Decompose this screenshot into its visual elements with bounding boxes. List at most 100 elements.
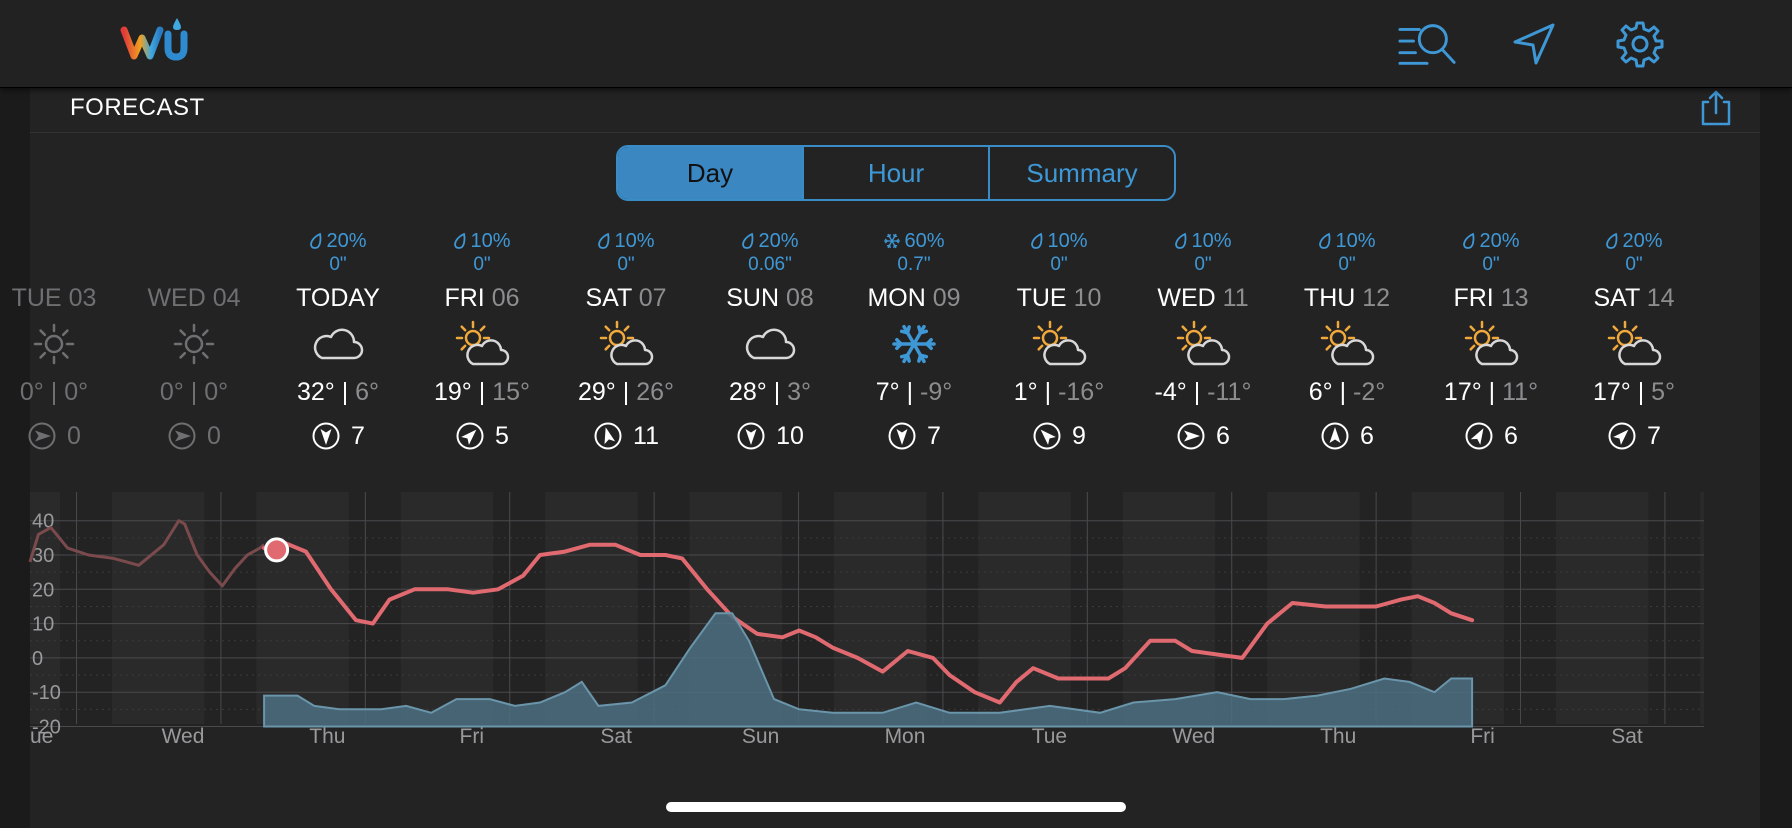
precip-chance: 10%	[1131, 228, 1275, 254]
wind-speed: 7	[266, 414, 410, 458]
day-name: WED	[147, 284, 206, 312]
tab-summary[interactable]: Summary	[1026, 157, 1138, 188]
snowflake-icon	[883, 232, 901, 250]
temp-range: 28° | 3°	[728, 378, 812, 406]
wind-speed: 6	[1419, 414, 1563, 458]
temp-low: -16°	[1058, 378, 1105, 406]
day-label: TODAY	[266, 278, 410, 318]
day-column[interactable]: 60% 0.7" MON 09 7° | -9° 7	[842, 228, 986, 458]
day-column[interactable]: 20% 0.06" SUN 08 28° | 3° 10	[698, 228, 842, 458]
temp-range: 0° | 0°	[159, 378, 229, 406]
precip-chance: 20%	[1419, 228, 1563, 254]
precip-amount	[0, 254, 126, 278]
day-label: FRI 06	[410, 278, 554, 318]
share-icon[interactable]	[1696, 88, 1736, 128]
wu-logo[interactable]	[120, 16, 192, 64]
precip-chance: 20%	[698, 228, 842, 254]
precip-amount: 0"	[617, 254, 635, 275]
wind-value: 9	[1072, 422, 1086, 450]
day-column[interactable]: TUE 03 0° | 0° 0	[0, 228, 126, 458]
location-arrow-icon[interactable]	[1504, 20, 1564, 68]
x-tick-label: ue	[30, 725, 53, 748]
wind-value: 5	[495, 422, 509, 450]
partly-cloudy-icon	[1131, 318, 1275, 370]
partly-cloudy-icon	[1275, 318, 1419, 370]
precip-chance: 10%	[554, 228, 698, 254]
x-tick-label: Tue	[1032, 725, 1067, 748]
cloud-icon	[698, 318, 842, 370]
night-band	[1215, 492, 1268, 724]
temp-high: 1°	[1013, 378, 1038, 406]
wind-speed: 0	[0, 414, 126, 458]
day-number: 03	[68, 284, 97, 312]
x-tick-label: Mon	[885, 725, 926, 748]
precip-amount: 0"	[329, 254, 347, 275]
night-band	[1504, 492, 1556, 724]
day-column[interactable]: 20% 0" FRI 13 17° | 11° 6	[1419, 228, 1563, 458]
night-band	[1648, 492, 1701, 724]
precip-amount: 0"	[1194, 254, 1212, 275]
temp-high: 19°	[433, 378, 472, 406]
wind-direction-icon	[593, 421, 623, 451]
top-bar	[0, 0, 1792, 88]
sun-dim-icon	[122, 318, 266, 370]
y-tick-label: -10	[32, 682, 61, 704]
tab-hour[interactable]: Hour	[804, 147, 990, 199]
precip-percent: 60%	[904, 229, 945, 252]
panel-header: FORECAST	[30, 88, 1760, 133]
precip-amount: 0"	[1625, 254, 1643, 275]
precip-percent: 20%	[1622, 229, 1663, 252]
day-column[interactable]: 10% 0" THU 12 6° | -2° 6	[1275, 228, 1419, 458]
day-label: TUE 03	[0, 278, 126, 318]
raindrop-icon	[741, 232, 755, 250]
day-label: SAT 07	[554, 278, 698, 318]
night-band	[1070, 492, 1123, 724]
day-column[interactable]: WED 04 0° | 0° 0	[122, 228, 266, 458]
wind-value: 0	[207, 422, 221, 450]
precip-amount: 0"	[1482, 254, 1500, 275]
day-name: TODAY	[296, 284, 380, 312]
wind-direction-icon	[311, 421, 341, 451]
day-column[interactable]: 10% 0" WED 11 -4° | -11° 6	[1131, 228, 1275, 458]
day-column[interactable]: 10% 0" SAT 07 29° | 26° 11	[554, 228, 698, 458]
raindrop-icon	[453, 232, 467, 250]
wind-direction-icon	[1607, 421, 1637, 451]
temp-low: -2°	[1353, 378, 1386, 406]
snowflake-icon	[842, 318, 986, 370]
gear-icon[interactable]	[1610, 20, 1670, 68]
day-column[interactable]: 10% 0" TUE 10 1° | -16° 9	[987, 228, 1131, 458]
precip-chance: 20%	[1562, 228, 1706, 254]
precip-chance	[0, 228, 126, 254]
precip-percent: 20%	[326, 229, 367, 252]
wind-direction-icon	[1464, 421, 1494, 451]
day-number: 09	[932, 284, 961, 312]
day-number: 10	[1073, 284, 1102, 312]
day-number: 08	[785, 284, 814, 312]
day-column[interactable]: 10% 0" FRI 06 19° | 15° 5	[410, 228, 554, 458]
temp-low: 0°	[204, 378, 229, 406]
day-column[interactable]: 20% 0" SAT 14 17° | 5° 7	[1562, 228, 1706, 458]
day-name: WED	[1157, 284, 1216, 312]
x-tick-label: Fri	[460, 725, 485, 748]
tab-day[interactable]: Day	[618, 147, 804, 199]
x-tick-label: Thu	[1320, 725, 1356, 748]
wind-value: 7	[927, 422, 941, 450]
panel-title: FORECAST	[70, 94, 205, 121]
night-band	[348, 492, 401, 724]
precip-chance	[122, 228, 266, 254]
partly-cloudy-icon	[410, 318, 554, 370]
precip-amount: 0"	[1338, 254, 1356, 275]
precip-percent: 10%	[470, 229, 511, 252]
raindrop-icon	[1030, 232, 1044, 250]
day-label: WED 04	[122, 278, 266, 318]
day-name: MON	[867, 284, 926, 312]
day-label: FRI 13	[1419, 278, 1563, 318]
wind-value: 6	[1504, 422, 1518, 450]
search-list-icon[interactable]	[1398, 20, 1458, 68]
temp-high: 17°	[1592, 378, 1631, 406]
day-column[interactable]: 20% 0" TODAY 32° | 6° 7	[266, 228, 410, 458]
day-number: 14	[1646, 284, 1675, 312]
night-band	[493, 492, 546, 724]
day-label: SUN 08	[698, 278, 842, 318]
